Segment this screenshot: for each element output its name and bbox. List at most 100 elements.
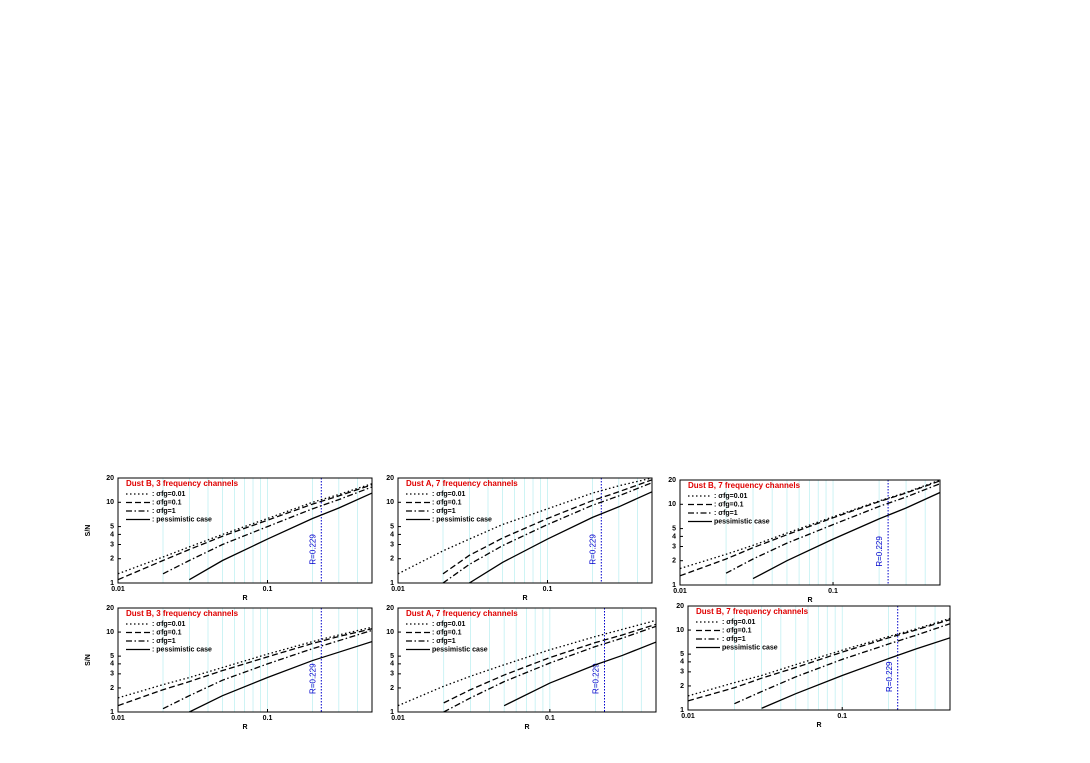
reference-label: R=0.229: [592, 663, 601, 694]
y-tick-label: 10: [668, 501, 676, 508]
reference-label: R=0.229: [588, 534, 597, 565]
x-axis-label: R: [807, 597, 812, 604]
series-line: [118, 484, 372, 581]
x-axis-label: R: [816, 722, 821, 729]
series-line: [189, 640, 372, 712]
y-tick-label: 2: [680, 683, 684, 690]
x-tick-label: 0.1: [828, 588, 838, 595]
series-line: [442, 482, 652, 583]
y-tick-label: 5: [390, 653, 394, 660]
chart-title: Dust B, 7 frequency channels: [696, 607, 809, 616]
legend-label: : pessimistic case: [152, 516, 212, 523]
y-tick-label: 2: [110, 556, 114, 563]
x-axis-label: R: [522, 595, 527, 602]
x-tick-label: 0.01: [673, 588, 687, 595]
legend-label: : σfg=0.01: [152, 621, 185, 628]
y-tick-label: 4: [110, 661, 114, 668]
y-tick-label: 10: [386, 499, 394, 506]
x-axis-label: R: [242, 724, 247, 731]
series-line: [398, 619, 656, 707]
legend-label: : σfg=0.1: [432, 629, 462, 636]
y-tick-label: 4: [110, 531, 114, 538]
reference-label: R=0.229: [308, 534, 317, 565]
legend-label: : σfg=0.1: [432, 499, 462, 506]
legend-label: : σfg=1: [432, 508, 456, 515]
legend-label: : σfg=1: [714, 510, 738, 517]
x-tick-label: 0.01: [111, 586, 125, 593]
y-tick-label: 10: [106, 629, 114, 636]
series-line: [761, 637, 950, 709]
legend-label: pessimistic case: [432, 646, 488, 653]
series-line: [443, 625, 656, 712]
y-axis-label: S/N: [85, 525, 92, 537]
y-tick-label: 1: [680, 707, 684, 714]
y-tick-label: 1: [672, 582, 676, 589]
series-line: [118, 483, 372, 575]
y-tick-label: 4: [680, 659, 684, 666]
y-tick-label: 5: [390, 523, 394, 530]
series-line: [162, 486, 372, 575]
y-tick-label: 1: [390, 580, 394, 587]
y-tick-label: 10: [386, 629, 394, 636]
y-tick-label: 5: [672, 525, 676, 532]
x-tick-label: 0.1: [545, 715, 555, 722]
y-axis-label: S/N: [85, 654, 92, 666]
y-tick-label: 3: [110, 541, 114, 548]
plot-frame: [397, 477, 653, 584]
legend-label: : σfg=0.1: [714, 501, 744, 508]
x-axis-label: R: [242, 595, 247, 602]
y-tick-label: 3: [672, 543, 676, 550]
y-tick-label: 5: [110, 523, 114, 530]
legend-label: : pessimistic case: [432, 516, 492, 523]
y-tick-label: 10: [106, 499, 114, 506]
x-axis-label: R: [524, 724, 529, 731]
y-tick-label: 4: [672, 533, 676, 540]
series-line: [118, 628, 372, 707]
series-line: [468, 491, 652, 583]
legend-label: : σfg=0.1: [152, 499, 182, 506]
series-line: [680, 480, 940, 570]
x-tick-label: 0.01: [681, 713, 695, 720]
legend-label: : σfg=0.1: [152, 629, 182, 636]
y-tick-label: 3: [680, 669, 684, 676]
legend-label: : σfg=0.01: [722, 619, 755, 626]
x-tick-label: 0.1: [543, 586, 553, 593]
series-line: [443, 623, 656, 704]
legend-label: : σfg=1: [152, 508, 176, 515]
series-line: [162, 629, 372, 710]
y-tick-label: 3: [110, 671, 114, 678]
y-tick-label: 2: [672, 558, 676, 565]
series-line: [189, 492, 372, 581]
plot-frame: [679, 479, 941, 586]
y-tick-label: 3: [390, 671, 394, 678]
y-tick-label: 1: [390, 709, 394, 716]
plot-frame: [117, 607, 373, 713]
plot-frame: [117, 477, 373, 584]
legend-label: pessimistic case: [714, 518, 770, 525]
legend-label: : pessimistic case: [152, 646, 212, 653]
legend-label: : σfg=0.01: [432, 621, 465, 628]
series-line: [725, 483, 940, 574]
series-line: [442, 479, 652, 575]
legend-label: : σfg=0.01: [432, 491, 465, 498]
legend-label: : σfg=1: [432, 638, 456, 645]
series-line: [688, 619, 950, 702]
series-line: [503, 641, 656, 707]
y-tick-label: 20: [106, 605, 114, 612]
x-tick-label: 0.1: [263, 586, 273, 593]
y-tick-label: 5: [110, 653, 114, 660]
y-tick-label: 1: [110, 580, 114, 587]
x-tick-label: 0.1: [837, 713, 847, 720]
legend-label: : σfg=1: [152, 638, 176, 645]
plot-frame: [687, 605, 951, 711]
chart-title: Dust B, 7 frequency channels: [688, 481, 801, 490]
y-tick-label: 20: [106, 475, 114, 482]
legend-label: pessimistic case: [722, 644, 778, 651]
y-tick-label: 5: [680, 651, 684, 658]
